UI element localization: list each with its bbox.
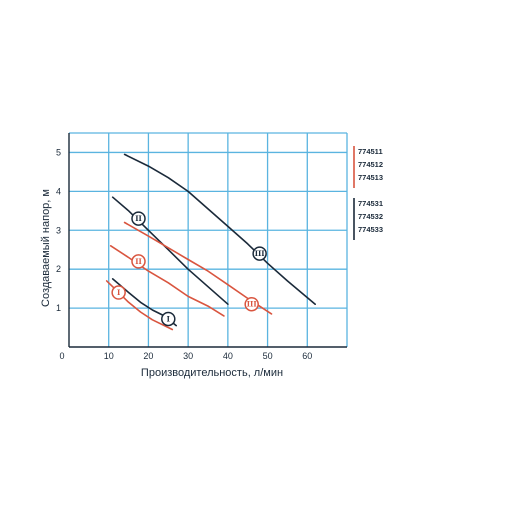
- marker-label: III: [255, 249, 265, 258]
- x-tick-label: 0: [59, 351, 64, 361]
- marker-label: II: [135, 214, 142, 223]
- x-tick-label: 40: [223, 351, 233, 361]
- x-tick-label: 30: [183, 351, 193, 361]
- series-lines: [105, 153, 316, 331]
- marker-circle: [131, 211, 146, 226]
- legend-item: 774531: [358, 199, 383, 208]
- series-marker-navy-II: II: [131, 211, 146, 226]
- x-tick-label: 10: [104, 351, 114, 361]
- series-marker-red-II: II: [131, 254, 146, 269]
- x-tick-label: 20: [143, 351, 153, 361]
- grid: [69, 132, 348, 347]
- series-line-red-II: [109, 245, 225, 317]
- series-marker-red-I: I: [111, 285, 126, 300]
- axes: 0 10 20 30 40 50 60 1 2 3 4 5: [56, 133, 347, 361]
- series-line-navy-III: [123, 153, 316, 305]
- y-tick-label: 4: [56, 186, 61, 196]
- marker-label: I: [117, 288, 120, 297]
- legend-item: 774532: [358, 212, 383, 221]
- y-tick-label: 1: [56, 303, 61, 313]
- marker-circle: [131, 254, 146, 269]
- x-tick-label: 50: [263, 351, 273, 361]
- y-tick-label: 2: [56, 264, 61, 274]
- marker-circle: [161, 311, 176, 327]
- series-marker-navy-I: I: [161, 311, 176, 327]
- y-tick-label: 5: [56, 147, 61, 157]
- legend-item: 774513: [358, 173, 383, 182]
- x-axis-label: Производительность, л/мин: [141, 367, 283, 379]
- series-line-red-III: [123, 221, 273, 315]
- marker-label: I: [167, 314, 170, 323]
- legend-item: 774533: [358, 225, 383, 234]
- marker-label: III: [247, 300, 257, 309]
- legend: 774511 774512 774513 774531 774532 774533: [353, 146, 383, 240]
- marker-circle: [252, 246, 267, 261]
- legend-item: 774512: [358, 160, 383, 169]
- y-axis-label: Создаваемый напор, м: [40, 189, 52, 307]
- legend-item: 774511: [358, 147, 383, 156]
- x-tick-label: 60: [302, 351, 312, 361]
- series-marker-navy-III: III: [252, 246, 267, 261]
- marker-label: II: [135, 257, 142, 266]
- marker-circle: [244, 296, 259, 312]
- series-line-navy-II: [111, 196, 229, 305]
- marker-circle: [111, 285, 126, 300]
- y-tick-label: 3: [56, 225, 61, 235]
- series-marker-red-III: III: [244, 296, 259, 312]
